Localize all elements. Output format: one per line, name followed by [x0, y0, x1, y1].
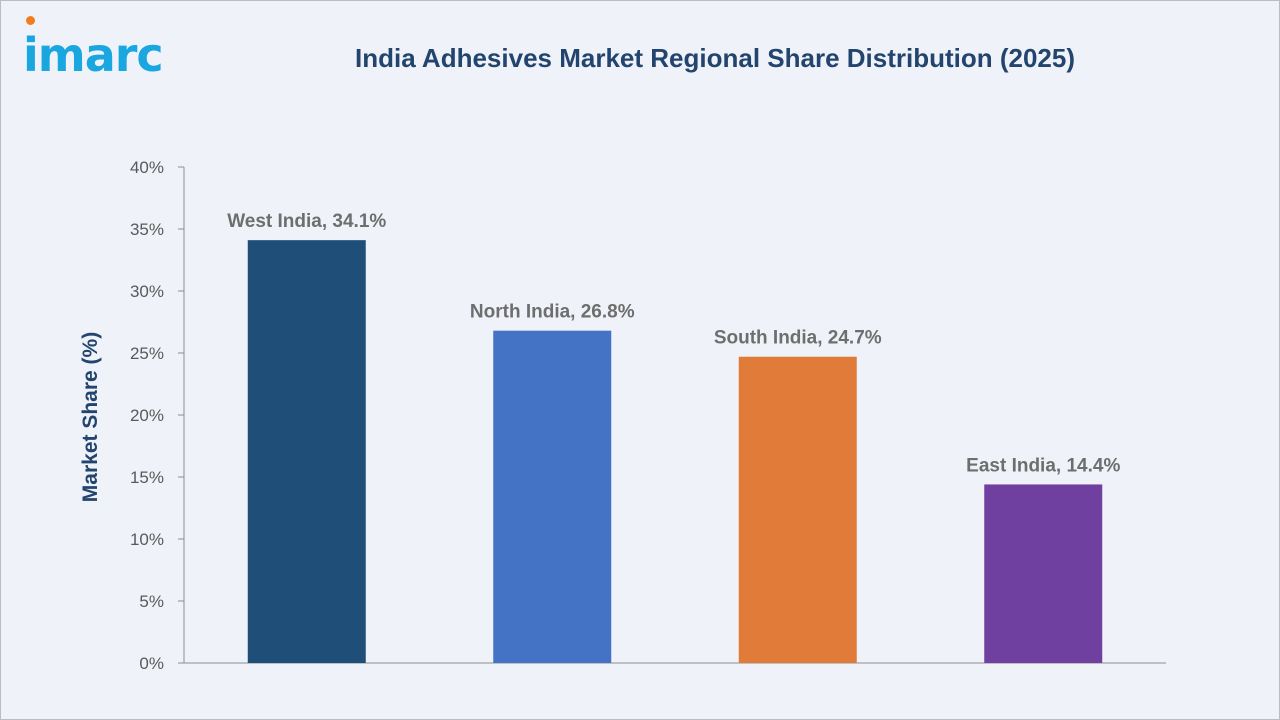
y-tick-label: 20% — [130, 406, 164, 425]
y-tick-label: 40% — [130, 158, 164, 177]
data-labels: West India, 34.1% North India, 26.8% South… — [227, 211, 1120, 476]
bars — [247, 240, 1103, 663]
bar-north-india — [493, 330, 612, 663]
y-tick-label: 25% — [130, 344, 164, 363]
logo-dot — [26, 16, 35, 25]
bar-data-label: South India, 24.7% — [714, 328, 882, 349]
y-tick-label: 10% — [130, 530, 164, 549]
bar-data-label: East India, 14.4% — [966, 455, 1120, 476]
bar-west-india — [247, 240, 366, 663]
y-tick-label: 5% — [139, 592, 164, 611]
bar-data-label: North India, 26.8% — [470, 302, 635, 323]
axes: 0% 5% 10% 15% 20% 25% 30% 35% 40% — [130, 158, 1166, 673]
bar-south-india — [738, 356, 857, 663]
bar-data-label: West India, 34.1% — [227, 211, 386, 232]
y-tick-label: 0% — [139, 654, 164, 673]
y-tick-label: 15% — [130, 468, 164, 487]
chart-title: India Adhesives Market Regional Share Di… — [355, 43, 1076, 73]
y-axis-label: Market Share (%) — [79, 332, 102, 502]
bar-east-india — [984, 484, 1103, 663]
y-tick-label: 30% — [130, 282, 164, 301]
y-tick-label: 35% — [130, 220, 164, 239]
logo-wordmark: imarc — [23, 28, 164, 82]
